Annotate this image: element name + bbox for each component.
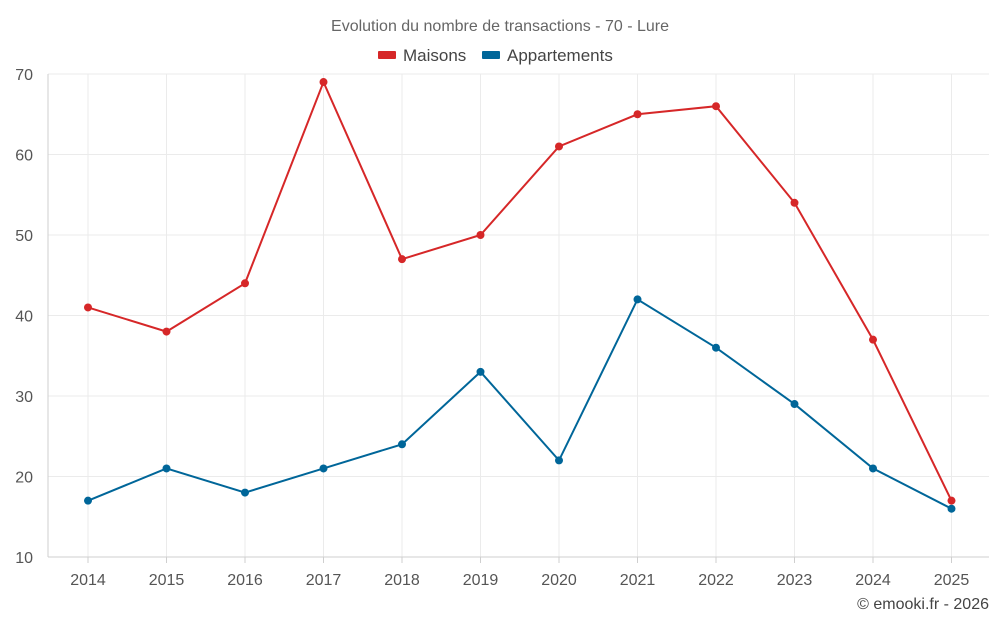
data-point-maisons[interactable] — [319, 78, 328, 87]
data-point-appartements[interactable] — [162, 464, 171, 473]
data-point-appartements[interactable] — [555, 456, 563, 465]
y-tick-label: 10 — [15, 550, 33, 567]
x-tick-label: 2023 — [777, 572, 813, 589]
data-point-appartements[interactable] — [790, 400, 799, 409]
x-tick-label: 2014 — [70, 572, 106, 589]
x-tick-label: 2019 — [463, 572, 499, 589]
axes: 10 20 30 40 50 60 70 2014 2015 2016 2017 2018 2019 20… — [15, 67, 989, 589]
data-point-appartements[interactable] — [712, 343, 720, 352]
data-point-appartements[interactable] — [633, 295, 642, 304]
legend-swatch-appartements — [482, 51, 500, 59]
legend-swatch-maisons — [378, 51, 396, 59]
x-tick-label: 2020 — [541, 572, 577, 589]
data-point-maisons[interactable] — [712, 102, 720, 111]
x-tick-label: 2021 — [620, 572, 656, 589]
data-point-maisons[interactable] — [476, 231, 485, 239]
series-maisons — [84, 78, 956, 505]
data-point-appartements[interactable] — [319, 464, 328, 473]
y-tick-label: 20 — [15, 470, 33, 487]
data-point-appartements[interactable] — [84, 496, 92, 505]
data-point-maisons[interactable] — [633, 110, 642, 119]
legend-item-appartements[interactable]: Appartements — [482, 46, 613, 65]
data-point-maisons[interactable] — [790, 198, 799, 207]
grid — [48, 73, 989, 557]
series-line-appartements — [87, 297, 952, 510]
x-tick-label: 2016 — [227, 572, 263, 589]
legend-item-maisons[interactable]: Maisons — [378, 46, 466, 65]
legend: Maisons Appartements — [378, 46, 613, 65]
data-point-appartements[interactable] — [398, 440, 406, 449]
legend-label-maisons: Maisons — [403, 46, 466, 65]
data-point-appartements[interactable] — [947, 504, 956, 513]
y-tick-label: 40 — [15, 309, 33, 326]
x-tick-label: 2025 — [934, 572, 970, 589]
y-tick-label: 50 — [15, 228, 33, 245]
data-point-appartements[interactable] — [869, 464, 877, 473]
x-tick-label: 2022 — [698, 572, 734, 589]
data-point-appartements[interactable] — [241, 488, 249, 497]
x-tick-label: 2015 — [149, 572, 185, 589]
legend-label-appartements: Appartements — [507, 46, 613, 65]
data-point-maisons[interactable] — [398, 255, 406, 264]
footer-credit: © emooki.fr - 2026 — [857, 596, 989, 613]
y-tick-label: 70 — [15, 67, 33, 84]
data-point-maisons[interactable] — [869, 335, 877, 344]
x-tick-label: 2017 — [306, 572, 342, 589]
y-tick-label: 60 — [15, 148, 33, 165]
x-tick-label: 2024 — [855, 572, 891, 589]
series-line-maisons — [87, 79, 953, 502]
data-point-appartements[interactable] — [476, 367, 485, 376]
chart-title: Evolution du nombre de transactions - 70… — [331, 18, 669, 35]
series-appartements — [84, 295, 956, 513]
series — [84, 78, 956, 513]
data-point-maisons[interactable] — [84, 303, 92, 312]
y-tick-label: 30 — [15, 389, 33, 406]
data-point-maisons[interactable] — [947, 496, 956, 505]
data-point-maisons[interactable] — [241, 279, 249, 288]
x-tick-label: 2018 — [384, 572, 420, 589]
data-point-maisons[interactable] — [162, 327, 171, 336]
data-point-maisons[interactable] — [555, 142, 563, 151]
